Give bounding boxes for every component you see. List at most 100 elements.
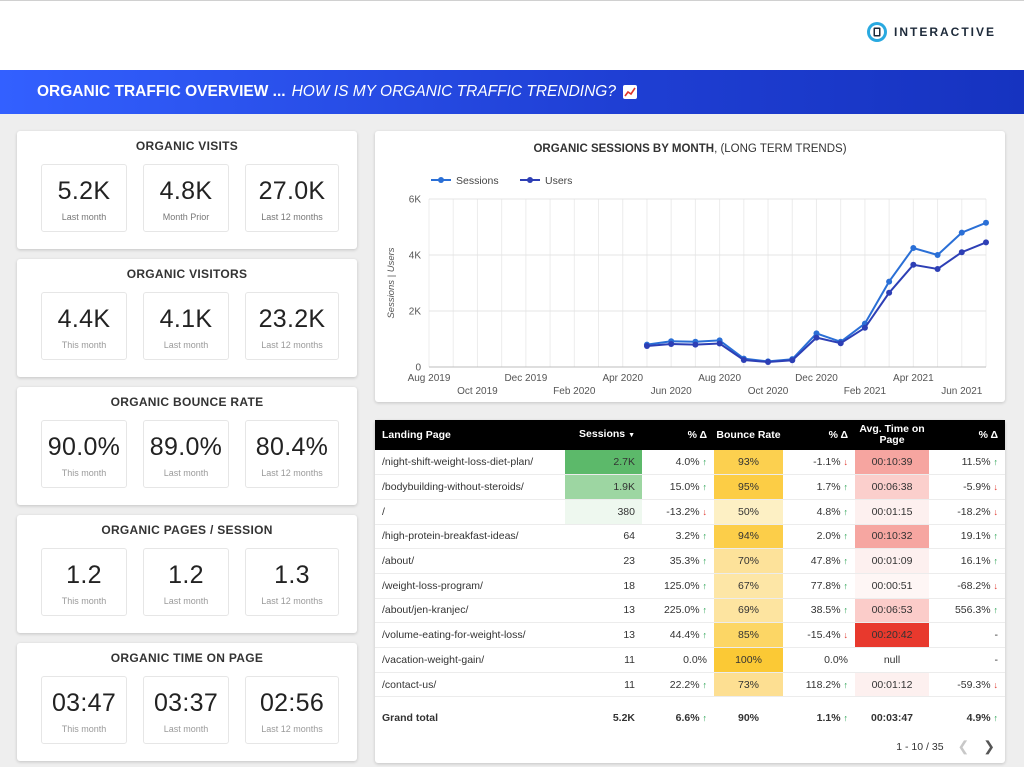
table-row[interactable]: /weight-loss-program/18 125.0% ↑ 67% 77.8% … (375, 573, 1005, 599)
arrow-up-icon: ↑ (702, 713, 708, 724)
arrow-down-icon: ↓ (702, 506, 708, 517)
cell-bounce-rate: 85% (714, 622, 783, 648)
legend-marker-sessions (438, 177, 444, 183)
table-row[interactable]: /about/jen-kranjec/13 225.0% ↑ 69% 38.5% ↑ 0… (375, 598, 1005, 624)
top-bar: INTERACTIVE (0, 0, 1024, 70)
cell-landing-page[interactable]: / (375, 499, 565, 525)
data-point-users (861, 324, 868, 331)
table-row[interactable]: /bodybuilding-without-steroids/1.9K 15.0%… (375, 474, 1005, 500)
time-delta-value: 19.1% (960, 530, 991, 543)
total-bounce-delta-value: 1.1% (816, 712, 841, 725)
arrow-up-icon: ↑ (702, 580, 708, 591)
cell-time-delta: -59.3% ↓ (929, 672, 1005, 698)
kpi-label: This month (61, 724, 107, 734)
arrow-up-icon: ↑ (843, 556, 849, 567)
cell-time-delta: 16.1% ↑ (929, 548, 1005, 574)
cell-time-delta: - (929, 622, 1005, 648)
kpi-value: 5.2K (57, 177, 111, 205)
sessions-delta-value: 3.2% (675, 530, 700, 543)
x-tick-label: Oct 2020 (748, 386, 789, 397)
kpi-value: 03:47 (51, 689, 117, 717)
data-point-users (983, 239, 989, 246)
cell-time-delta: 556.3% ↑ (929, 598, 1005, 624)
table-row[interactable]: /volume-eating-for-weight-loss/13 44.4% ↑… (375, 622, 1005, 648)
bounce-delta-value: 2.0% (816, 530, 841, 543)
cell-sessions: 23 (565, 548, 642, 574)
cell-landing-page[interactable]: /high-protein-breakfast-ideas/ (375, 524, 565, 550)
col-sessions-delta[interactable]: % Δ (642, 420, 714, 450)
cell-landing-page[interactable]: /contact-us/ (375, 672, 565, 698)
cell-bounce-rate: 73% (714, 672, 783, 698)
arrow-up-icon: ↑ (993, 556, 999, 567)
kpi-box: 90.0% This month (41, 420, 127, 488)
kpi-card-organic-visitors: ORGANIC VISITORS 4.4K This month 4.1K Last… (17, 259, 357, 377)
cell-sessions: 11 (565, 672, 642, 698)
cell-avg-time: 00:01:12 (855, 672, 929, 698)
time-delta-value: -68.2% (957, 579, 991, 592)
cell-landing-page[interactable]: /about/ (375, 548, 565, 574)
arrow-down-icon: ↓ (843, 457, 849, 468)
cell-time-delta: 11.5% ↑ (929, 450, 1005, 476)
col-bounce-delta[interactable]: % Δ (783, 420, 855, 450)
cell-landing-page[interactable]: /night-shift-weight-loss-diet-plan/ (375, 450, 565, 476)
cell-sessions-delta: 3.2% ↑ (642, 524, 714, 550)
cell-landing-page[interactable]: /volume-eating-for-weight-loss/ (375, 622, 565, 648)
kpi-value: 4.1K (159, 305, 213, 333)
col-time-delta[interactable]: % Δ (929, 420, 1005, 450)
total-sessions-delta-value: 6.6% (675, 712, 700, 725)
arrow-down-icon: ↓ (993, 580, 999, 591)
arrow-up-icon: ↑ (702, 457, 708, 468)
cell-sessions-delta: 225.0% ↑ (642, 598, 714, 624)
cell-sessions: 18 (565, 573, 642, 599)
arrow-up-icon: ↑ (993, 605, 999, 616)
time-delta-value: 16.1% (960, 555, 991, 568)
kpi-label: This month (61, 468, 107, 478)
table-row[interactable]: /night-shift-weight-loss-diet-plan/2.7K 4… (375, 450, 1005, 476)
col-avg-time[interactable]: Avg. Time on Page (855, 420, 929, 450)
cell-landing-page[interactable]: /bodybuilding-without-steroids/ (375, 474, 565, 500)
cell-sessions-delta: 4.0% ↑ (642, 450, 714, 476)
cell-sessions-delta: 15.0% ↑ (642, 474, 714, 500)
data-point-users (765, 358, 772, 365)
bounce-delta-value: 77.8% (810, 579, 841, 592)
cell-landing-page[interactable]: /about/jen-kranjec/ (375, 598, 565, 624)
page-title-banner: ORGANIC TRAFFIC OVERVIEW ... HOW IS MY O… (0, 70, 1024, 114)
table-row[interactable]: /high-protein-breakfast-ideas/64 3.2% ↑ 94… (375, 524, 1005, 550)
kpi-box: 03:37 Last month (143, 676, 229, 744)
table-row[interactable]: /vacation-weight-gain/11 0.0% 100% 0.0% null… (375, 647, 1005, 673)
cell-avg-time: 00:10:39 (855, 450, 929, 476)
kpi-value: 4.4K (57, 305, 111, 333)
data-point-users (692, 341, 699, 348)
kpi-value: 02:56 (259, 689, 325, 717)
arrow-up-icon: ↑ (702, 605, 708, 616)
data-point-sessions (958, 229, 965, 236)
data-point-sessions (910, 245, 917, 251)
cell-landing-page[interactable]: /vacation-weight-gain/ (375, 647, 565, 673)
table-row[interactable]: /contact-us/11 22.2% ↑ 73% 118.2% ↑ 00:01:12… (375, 672, 1005, 698)
cell-landing-page[interactable]: /weight-loss-program/ (375, 573, 565, 599)
kpi-label: Month Prior (162, 212, 210, 222)
total-time-delta: 4.9% ↑ (929, 697, 1005, 739)
sort-desc-icon[interactable]: ▼ (628, 432, 635, 439)
table-row[interactable]: /about/23 35.3% ↑ 70% 47.8% ↑ 00:01:09 16.1% … (375, 548, 1005, 574)
table-row[interactable]: /380 -13.2% ↓ 50% 4.8% ↑ 00:01:15 -18.2% ↓ (375, 499, 1005, 525)
col-bounce-rate[interactable]: Bounce Rate (714, 420, 783, 450)
kpi-label: Last month (163, 340, 209, 350)
chevron-left-icon[interactable]: ❮ (957, 738, 970, 754)
col-landing-page[interactable]: Landing Page (375, 420, 565, 450)
kpi-label: Last 12 months (261, 468, 323, 478)
col-sessions[interactable]: Sessions ▼ (565, 420, 642, 450)
sessions-line-chart[interactable]: 0 2K 4K 6K Sessions | Users Aug 2019 Dec 2019 A… (375, 131, 1005, 402)
bounce-delta-value: 118.2% (805, 678, 841, 691)
cell-avg-time: 00:01:09 (855, 548, 929, 574)
data-point-users (716, 340, 723, 347)
x-tick-label: Dec 2020 (795, 373, 838, 384)
cell-bounce-delta: 0.0% (783, 647, 855, 673)
chevron-right-icon[interactable]: ❯ (983, 738, 995, 754)
data-point-users (886, 289, 893, 296)
chart-increasing-icon (622, 85, 637, 99)
x-tick-label: Dec 2019 (504, 373, 547, 384)
sessions-delta-value: 22.2% (669, 678, 700, 691)
data-point-users (740, 357, 747, 363)
cell-sessions-delta: 0.0% (642, 647, 714, 673)
